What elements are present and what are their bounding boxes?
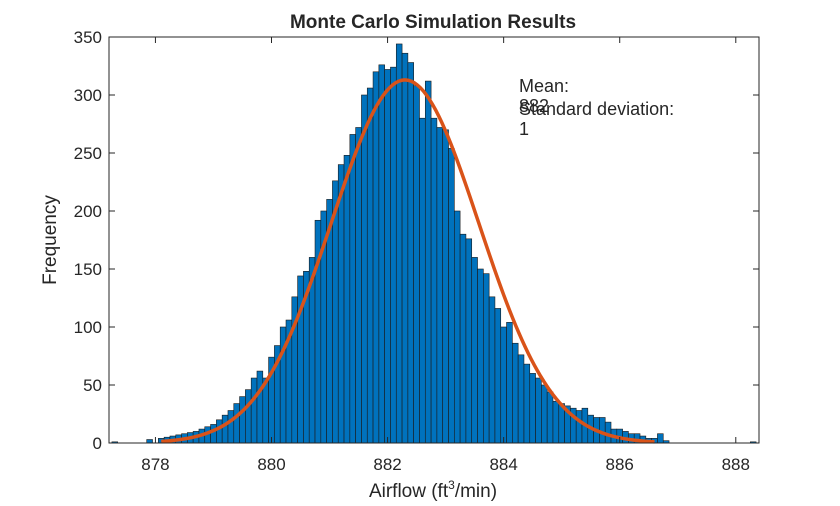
x-axis-label: Airflow (ft3/min) <box>369 478 497 502</box>
x-axis-label-unit-tail: /min) <box>455 481 497 502</box>
normal-fit-curve <box>161 78 655 444</box>
x-tick-label: 886 <box>606 455 634 474</box>
y-tick-label: 100 <box>74 318 102 337</box>
histogram-bar <box>523 363 531 444</box>
histogram-bar <box>233 403 240 444</box>
mean-value: 882 <box>519 96 549 116</box>
histogram-bar <box>216 419 223 444</box>
chart-title: Monte Carlo Simulation Results <box>290 12 576 33</box>
histogram-bar <box>448 148 455 444</box>
histogram-bar <box>395 43 403 444</box>
histogram-bar <box>500 326 507 444</box>
histogram-bar <box>419 117 426 444</box>
histogram-bar <box>210 424 217 444</box>
histogram-bar <box>459 233 467 444</box>
histogram-bar <box>541 384 548 444</box>
histogram-bar <box>146 439 153 444</box>
histogram-bar <box>430 117 438 444</box>
y-tick-label: 300 <box>74 86 102 105</box>
x-tick-label: 884 <box>489 455 517 474</box>
y-tick-label: 50 <box>83 376 102 395</box>
histogram-bar <box>384 69 391 444</box>
histogram-bar <box>477 268 484 444</box>
histogram-bar <box>494 308 502 444</box>
histogram-bar <box>657 433 664 444</box>
histogram-bar <box>471 257 478 444</box>
histogram-bar <box>512 342 519 444</box>
histogram-bar <box>436 127 443 444</box>
histogram-bar <box>546 391 554 444</box>
histogram-bar <box>413 85 420 444</box>
x-axis-label-main: Airflow (ft <box>369 481 449 502</box>
histogram-bar <box>465 238 473 444</box>
histogram-bar <box>552 400 560 444</box>
histogram-bar <box>361 94 368 444</box>
y-tick-label: 250 <box>74 144 102 163</box>
histogram-bar <box>599 417 606 444</box>
mean-label: Mean: <box>519 76 569 96</box>
histogram-bar <box>355 127 362 444</box>
x-tick-label: 888 <box>722 455 750 474</box>
y-tick-label: 350 <box>74 28 102 47</box>
histogram-bar <box>227 410 235 444</box>
histogram-bar <box>442 129 449 444</box>
histogram-bar <box>239 396 246 444</box>
histogram-bar <box>390 66 397 444</box>
y-tick-label: 0 <box>93 434 102 453</box>
x-axis-label-superscript: 3 <box>448 478 455 492</box>
histogram-bar <box>401 52 409 444</box>
y-tick-label: 150 <box>74 260 102 279</box>
histogram-bar <box>454 210 461 444</box>
histogram-bar <box>378 64 385 444</box>
std-label: Standard deviation: <box>519 99 674 119</box>
histogram-bar <box>221 414 229 444</box>
x-tick-label: 882 <box>373 455 401 474</box>
histogram-bar <box>488 296 496 444</box>
y-ticks: 0 50 100 150 200 250 300 350 <box>74 28 759 453</box>
histogram-bar <box>517 354 525 444</box>
histogram-bar <box>256 370 264 444</box>
y-axis-label: Frequency <box>40 195 61 285</box>
histogram-bar <box>575 410 583 444</box>
histogram-bar <box>250 377 258 444</box>
histogram-bar <box>245 389 252 444</box>
histogram-bar <box>535 377 542 444</box>
histogram-bar <box>506 322 513 444</box>
x-tick-label: 878 <box>141 455 169 474</box>
y-tick-label: 200 <box>74 202 102 221</box>
x-ticks: 878 880 882 884 886 888 <box>141 37 750 474</box>
histogram-bar <box>424 80 432 444</box>
axes-box <box>108 36 760 444</box>
histogram-bar <box>349 134 356 444</box>
histogram-bar <box>366 87 374 444</box>
histogram-bar <box>529 373 536 444</box>
std-value: 1 <box>519 119 529 139</box>
histogram-bar <box>343 155 351 444</box>
histogram-bar <box>483 273 490 444</box>
histogram-bar <box>372 71 380 444</box>
histogram-bar <box>407 62 414 444</box>
histogram-bar <box>337 164 345 444</box>
x-tick-label: 880 <box>257 455 285 474</box>
